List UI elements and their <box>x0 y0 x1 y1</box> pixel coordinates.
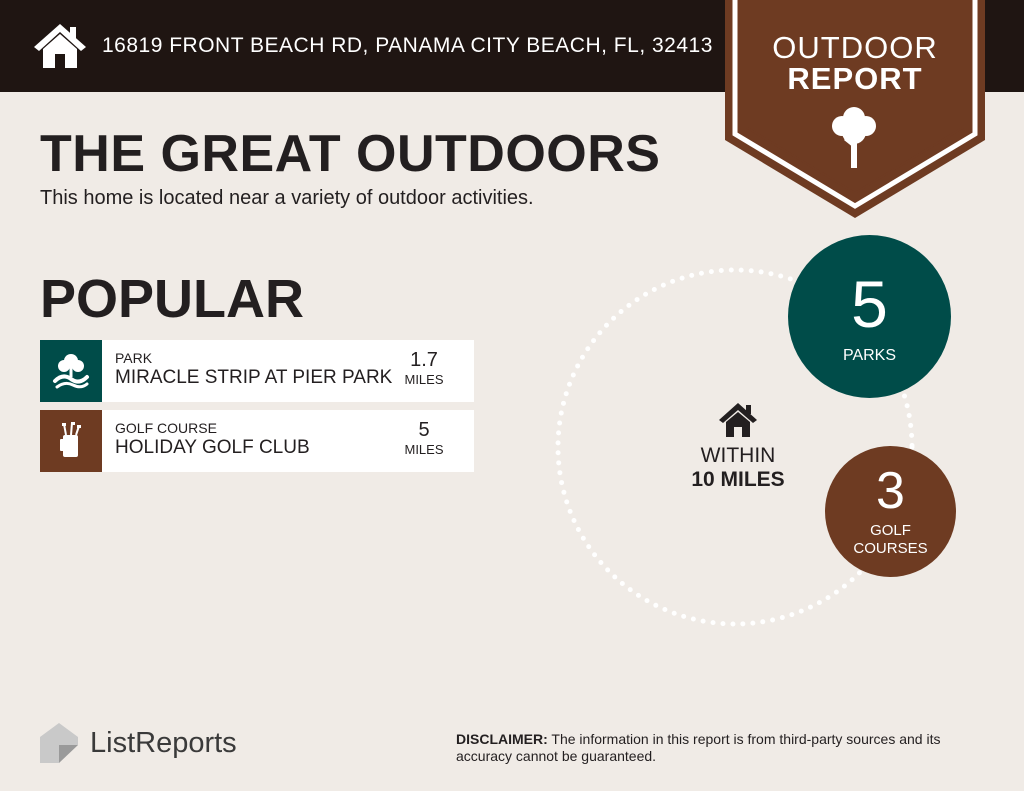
listreports-logo: ListReports <box>90 727 237 759</box>
item-category: PARK <box>115 350 153 366</box>
parks-label: PARKS <box>842 347 897 364</box>
distance-value: 1.7 <box>410 349 438 371</box>
parks-count: 5 <box>851 267 888 341</box>
disclaimer-label: DISCLAIMER: <box>456 731 548 747</box>
item-name: MIRACLE STRIP AT PIER PARK <box>115 367 393 388</box>
tree-icon <box>832 107 876 168</box>
distance-unit: MILES <box>404 372 444 387</box>
disclaimer-text: The information in this report is from t… <box>456 731 941 764</box>
list-item-park: PARK MIRACLE STRIP AT PIER PARK 1.7 MILE… <box>40 340 474 402</box>
distance-unit: MILES <box>404 442 444 457</box>
badge-title-line2: REPORT <box>787 61 923 96</box>
home-icon <box>34 24 86 68</box>
home-icon <box>719 403 757 437</box>
page-title: THE GREAT OUTDOORS <box>40 125 661 183</box>
parks-count-badge: 5 PARKS <box>788 235 951 398</box>
golf-bag-icon <box>40 410 102 472</box>
item-name: HOLIDAY GOLF CLUB <box>115 437 310 458</box>
radius-label: 10 MILES <box>691 468 785 491</box>
disclaimer: DISCLAIMER: The information in this repo… <box>456 731 996 765</box>
golf-count-badge: 3 GOLF COURSES <box>825 446 956 577</box>
within-label: WITHIN <box>700 444 776 467</box>
badge-title-line1: OUTDOOR <box>772 30 938 65</box>
golf-count: 3 <box>876 462 905 520</box>
distance-value: 5 <box>418 419 430 441</box>
radius-ring <box>555 267 915 627</box>
item-category: GOLF COURSE <box>115 420 217 436</box>
list-item-golf: GOLF COURSE HOLIDAY GOLF CLUB 5 MILES <box>40 410 474 472</box>
section-title-popular: POPULAR <box>40 269 305 329</box>
park-icon <box>40 340 102 402</box>
page-subtitle: This home is located near a variety of o… <box>40 187 534 209</box>
golf-label: GOLF COURSES <box>853 522 928 557</box>
item-distance: 5 MILES <box>394 418 454 458</box>
property-address: 16819 FRONT BEACH RD, PANAMA CITY BEACH,… <box>102 34 713 57</box>
popular-list: PARK MIRACLE STRIP AT PIER PARK 1.7 MILE… <box>40 340 474 480</box>
item-distance: 1.7 MILES <box>394 348 454 388</box>
listreports-logo-icon <box>40 723 78 763</box>
